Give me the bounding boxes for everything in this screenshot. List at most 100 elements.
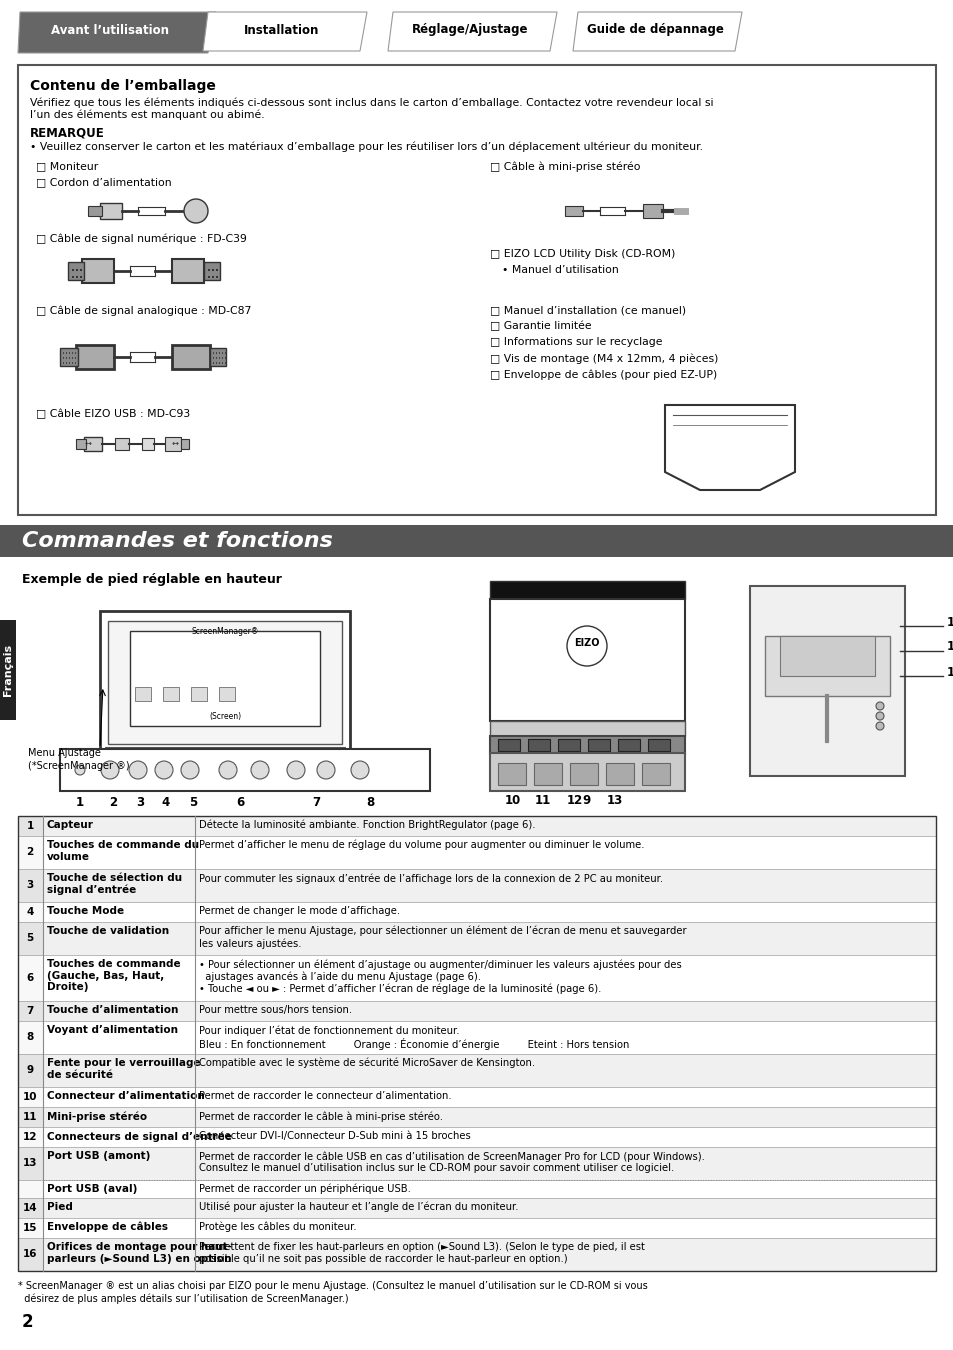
Text: 4: 4 — [162, 796, 170, 810]
Text: ↔: ↔ — [172, 439, 178, 447]
Bar — [152, 751, 162, 757]
Text: Protège les câbles du moniteur.: Protège les câbles du moniteur. — [199, 1222, 356, 1233]
Bar — [18, 1000, 43, 1021]
Bar — [204, 262, 220, 279]
Bar — [215, 269, 218, 271]
Text: 1: 1 — [27, 821, 33, 832]
Bar — [76, 346, 113, 369]
Bar — [18, 1180, 935, 1197]
Text: REMARQUE: REMARQUE — [30, 127, 105, 140]
Circle shape — [287, 761, 305, 779]
Circle shape — [129, 761, 147, 779]
Bar — [75, 362, 76, 364]
Text: Détecte la luminosité ambiante. Fonction BrightRegulator (page 6).: Détecte la luminosité ambiante. Fonction… — [199, 819, 535, 830]
Text: Permet de changer le mode d’affichage.: Permet de changer le mode d’affichage. — [199, 906, 399, 917]
Text: Commandes et fonctions: Commandes et fonctions — [22, 531, 333, 551]
Bar — [213, 352, 214, 354]
Bar — [222, 356, 223, 359]
Text: 8: 8 — [27, 1031, 33, 1042]
Bar — [527, 738, 550, 751]
Bar — [212, 751, 222, 757]
Text: □ Cordon d’alimentation: □ Cordon d’alimentation — [36, 177, 172, 188]
Bar — [100, 202, 122, 219]
Text: (*ScreenManager ®): (*ScreenManager ®) — [28, 761, 130, 771]
Text: 12: 12 — [566, 795, 582, 807]
Bar — [490, 580, 684, 599]
Text: 11: 11 — [535, 795, 551, 807]
Bar — [232, 751, 242, 757]
Text: Réglage/Ajustage: Réglage/Ajustage — [412, 23, 528, 36]
Text: • Manuel d’utilisation: • Manuel d’utilisation — [501, 265, 618, 275]
Bar — [605, 763, 634, 784]
Bar — [18, 954, 935, 1000]
Bar — [172, 259, 204, 284]
Bar — [75, 356, 76, 359]
Bar — [225, 356, 226, 359]
Bar — [71, 352, 73, 354]
Bar — [18, 954, 43, 1000]
Polygon shape — [18, 12, 215, 53]
Bar — [18, 1127, 935, 1148]
Text: ↔: ↔ — [85, 439, 91, 447]
Text: 7: 7 — [312, 796, 319, 810]
Text: □ Câble EIZO USB : MD-C93: □ Câble EIZO USB : MD-C93 — [36, 409, 190, 420]
Bar — [135, 687, 151, 701]
Bar — [780, 636, 874, 676]
Bar — [18, 922, 43, 954]
Text: Permet de raccorder un périphérique USB.: Permet de raccorder un périphérique USB. — [199, 1184, 411, 1195]
Bar — [60, 348, 78, 366]
Text: Contenu de l’emballage: Contenu de l’emballage — [30, 80, 215, 93]
Text: 10: 10 — [504, 795, 520, 807]
Text: Menu Ajustage: Menu Ajustage — [28, 748, 101, 757]
Text: Capteur: Capteur — [47, 819, 93, 830]
Bar — [490, 599, 684, 721]
Text: 2: 2 — [22, 1314, 33, 1331]
Bar — [66, 362, 68, 364]
Circle shape — [316, 761, 335, 779]
Bar — [18, 836, 935, 869]
Text: Utilisé pour ajuster la hauteur et l’angle de l’écran du moniteur.: Utilisé pour ajuster la hauteur et l’ang… — [199, 1202, 518, 1212]
Bar — [18, 1021, 43, 1054]
Bar — [497, 763, 525, 784]
Text: 9: 9 — [582, 795, 591, 807]
Bar — [105, 747, 345, 761]
Text: 2: 2 — [27, 846, 33, 857]
Bar — [71, 362, 73, 364]
Bar — [76, 439, 86, 450]
Bar — [76, 269, 78, 271]
Text: Touche de validation: Touche de validation — [47, 926, 169, 936]
Text: Touches de commande
(Gauche, Bas, Haut,
Droite): Touches de commande (Gauche, Bas, Haut, … — [47, 958, 180, 992]
Bar — [219, 687, 234, 701]
Text: l’un des éléments est manquant ou abimé.: l’un des éléments est manquant ou abimé. — [30, 109, 264, 120]
Bar — [222, 362, 223, 364]
Text: □ Manuel d’installation (ce manuel): □ Manuel d’installation (ce manuel) — [490, 305, 685, 315]
Bar — [564, 207, 582, 216]
Bar — [18, 902, 935, 922]
Bar — [18, 869, 43, 902]
Bar — [18, 922, 935, 954]
Bar — [192, 751, 202, 757]
Bar — [272, 751, 282, 757]
Text: Port USB (aval): Port USB (aval) — [47, 1184, 137, 1193]
Text: Pour mettre sous/hors tension.: Pour mettre sous/hors tension. — [199, 1004, 352, 1015]
Bar — [18, 1000, 935, 1021]
Bar — [82, 259, 113, 284]
Bar — [212, 275, 213, 278]
Bar — [84, 437, 102, 451]
Polygon shape — [664, 405, 794, 490]
Bar — [108, 621, 341, 744]
Bar — [222, 352, 223, 354]
Text: □ Informations sur le recyclage: □ Informations sur le recyclage — [490, 338, 661, 347]
Text: Permettent de fixer les haut-parleurs en option (►Sound L3). (Selon le type de p: Permettent de fixer les haut-parleurs en… — [199, 1242, 644, 1264]
Bar — [0, 525, 953, 558]
Bar — [764, 636, 889, 697]
Bar — [69, 362, 71, 364]
Bar — [18, 1127, 43, 1148]
Text: 12: 12 — [23, 1133, 37, 1142]
Polygon shape — [203, 12, 367, 51]
Text: 16: 16 — [23, 1249, 37, 1260]
Circle shape — [184, 198, 208, 223]
Bar — [165, 437, 181, 451]
Text: EIZO: EIZO — [574, 639, 599, 648]
Text: Voyant d’alimentation: Voyant d’alimentation — [47, 1025, 178, 1035]
